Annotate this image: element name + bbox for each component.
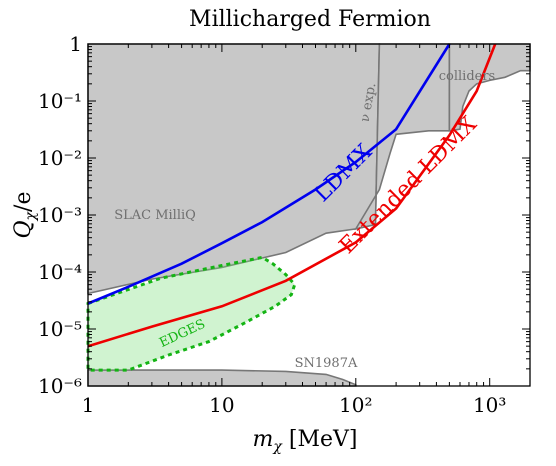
x-tick-label: 10 xyxy=(209,393,234,417)
plot-area: SLAC MilliQ ν exp. colliders SN1987A EDG… xyxy=(38,32,531,417)
y-axis-title: Qχ/e xyxy=(11,192,39,239)
region-edges xyxy=(86,255,297,372)
y-tick-label: 10⁻¹ xyxy=(38,89,82,113)
region-neutrino-experiments xyxy=(354,43,451,231)
y-tick-label: 10⁻² xyxy=(38,146,82,170)
chart-title: Millicharged Fermion xyxy=(189,7,431,32)
x-tick-label: 10³ xyxy=(473,393,506,417)
label-neutrino-experiments: ν exp. xyxy=(358,82,380,124)
label-slac-milliq: SLAC MilliQ xyxy=(114,208,196,223)
series-line-extended-ldmx xyxy=(87,43,497,348)
y-tick-label: 10⁻⁵ xyxy=(38,317,82,341)
label-colliders: colliders xyxy=(439,69,495,84)
series-lines xyxy=(87,43,497,348)
x-axis-title: mχ [MeV] xyxy=(253,427,358,455)
y-axis-ticks: 1 10⁻¹ 10⁻² 10⁻³ 10⁻⁴ 10⁻⁵ 10⁻⁶ xyxy=(38,32,530,398)
x-axis-ticks: 1 10 10² 10³ xyxy=(82,44,531,417)
y-tick-label: 10⁻⁶ xyxy=(38,374,82,398)
x-tick-label: 10² xyxy=(339,393,372,417)
region-shading xyxy=(86,43,531,387)
y-tick-label: 10⁻⁴ xyxy=(38,260,82,284)
x-tick-label: 1 xyxy=(82,393,95,417)
y-tick-label: 1 xyxy=(69,32,82,56)
y-tick-label: 10⁻³ xyxy=(38,203,82,227)
label-sn1987a: SN1987A xyxy=(295,356,358,371)
series-line-ldmx xyxy=(87,43,451,305)
